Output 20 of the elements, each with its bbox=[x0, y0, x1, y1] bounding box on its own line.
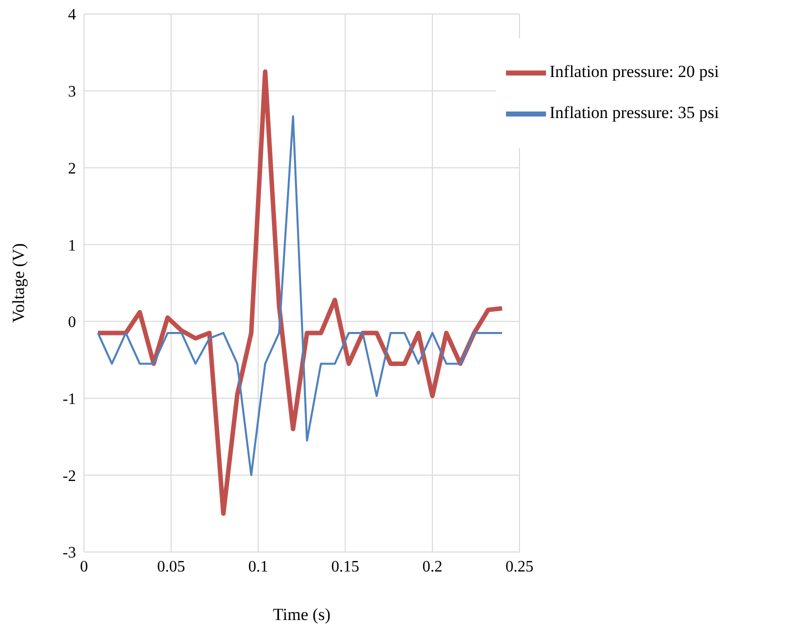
line-series bbox=[96, 69, 504, 516]
x-tick-label: 0.1 bbox=[248, 558, 268, 576]
x-axis-title: Time (s) bbox=[273, 605, 330, 624]
legend-label: Inflation pressure: 20 psi bbox=[550, 62, 719, 81]
y-tick-label: 0 bbox=[68, 314, 76, 332]
x-tick-label: 0 bbox=[80, 558, 88, 576]
y-axis-title: Voltage (V) bbox=[9, 243, 28, 323]
line-series bbox=[96, 115, 504, 476]
y-tick-label: -2 bbox=[62, 468, 76, 485]
y-tick-label: 2 bbox=[68, 160, 76, 178]
y-tick-label: 3 bbox=[68, 84, 76, 101]
y-tick-label: -1 bbox=[62, 390, 76, 408]
x-tick-label: 0.05 bbox=[157, 558, 186, 576]
x-tick-label: 0.25 bbox=[506, 558, 534, 576]
y-tick-label: 4 bbox=[68, 6, 76, 24]
x-tick-label: 0.15 bbox=[331, 558, 360, 576]
x-tick-label: 0.2 bbox=[422, 558, 442, 576]
legend-label: Inflation pressure: 35 psi bbox=[550, 103, 719, 122]
y-tick-label: 1 bbox=[68, 237, 76, 254]
y-tick-label: -3 bbox=[62, 544, 76, 562]
